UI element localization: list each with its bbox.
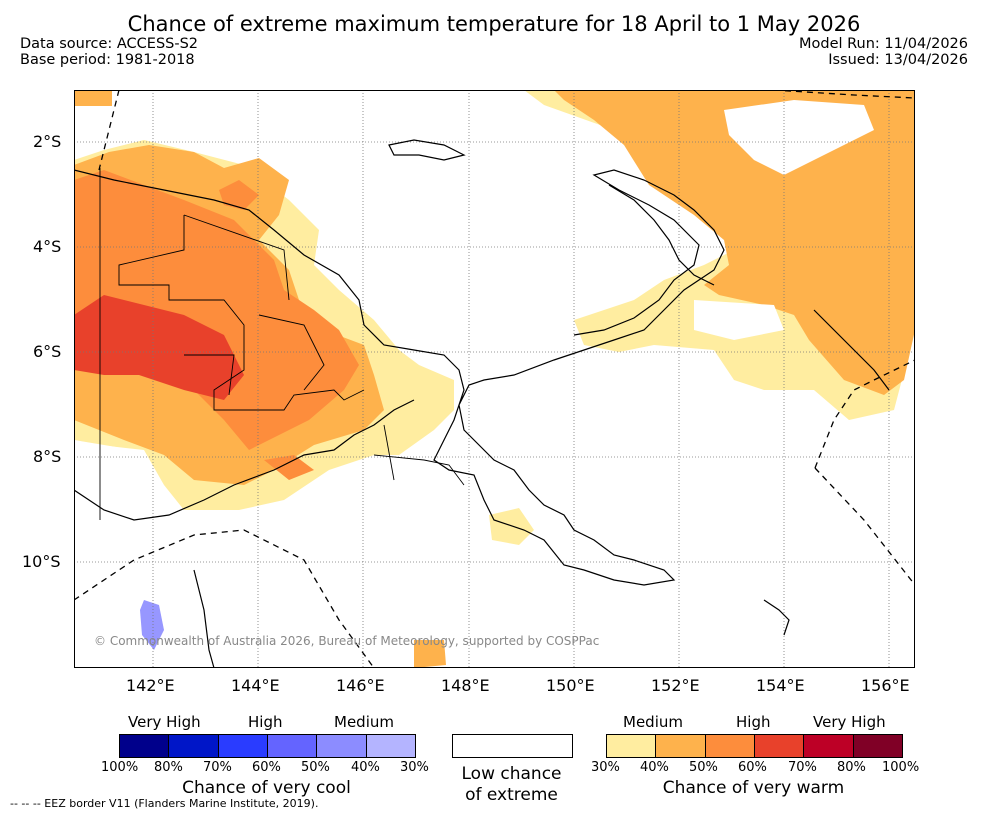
warm-pct-30: 30%: [591, 760, 620, 775]
warm-region-corner-high: [74, 90, 112, 106]
warm-swatch-1: [607, 735, 657, 757]
lon-label-146e: 146°E: [336, 676, 385, 695]
low-chance-east: [694, 300, 784, 340]
cool-header-very-high: Very High: [128, 713, 201, 731]
cool-pct-30: 30%: [400, 760, 429, 775]
cool-swatch-2: [169, 735, 219, 757]
cool-swatch-1: [120, 735, 170, 757]
low-chance-swatch: [452, 734, 573, 758]
cool-swatch-3: [218, 735, 268, 757]
cool-pct-100: 100%: [101, 760, 139, 775]
low-chance-caption-line2: of extreme: [465, 785, 558, 805]
cool-swatch-5: [317, 735, 367, 757]
issued-text: Issued: 13/04/2026: [828, 52, 968, 68]
warm-header-medium: Medium: [623, 713, 683, 731]
cool-pct-60: 60%: [252, 760, 281, 775]
higher-warm-regions: [74, 170, 359, 480]
model-run-text: Model Run: 11/04/2026: [798, 36, 968, 52]
warm-swatch-3: [705, 735, 755, 757]
cool-swatch-4: [267, 735, 318, 757]
warm-pct-100: 100%: [882, 760, 920, 775]
warm-colorbar: [606, 734, 903, 758]
cool-swatch-6: [366, 735, 415, 757]
warm-pct-50: 50%: [689, 760, 718, 775]
warm-swatch-2: [656, 735, 706, 757]
warm-caption: Chance of very warm: [662, 778, 845, 798]
cool-header-high: High: [248, 713, 283, 731]
forecast-map[interactable]: © Commonwealth of Australia 2026, Bureau…: [74, 90, 915, 668]
map-canvas: © Commonwealth of Australia 2026, Bureau…: [74, 90, 915, 668]
warm-swatch-4: [754, 735, 805, 757]
warm-region-south-higher: [264, 455, 314, 480]
very-high-warm-regions: [74, 295, 244, 400]
warm-pct-70: 70%: [788, 760, 817, 775]
lat-label-6s: 6°S: [33, 342, 62, 361]
map-title: Chance of extreme maximum temperature fo…: [127, 12, 861, 36]
cool-pct-80: 80%: [154, 760, 183, 775]
warm-region-very-high: [74, 295, 244, 400]
lon-label-150e: 150°E: [546, 676, 595, 695]
eez-note: -- -- -- EEZ border V11 (Flanders Marine…: [10, 797, 319, 810]
cool-pct-40: 40%: [351, 760, 380, 775]
warm-region-east-high: [554, 90, 915, 395]
warm-region-small-medium: [489, 508, 534, 545]
lon-label-152e: 152°E: [651, 676, 700, 695]
warm-header-very-high: Very High: [813, 713, 886, 731]
warm-header-high: High: [736, 713, 771, 731]
cool-caption: Chance of very cool: [182, 778, 351, 798]
copyright-notice: © Commonwealth of Australia 2026, Bureau…: [94, 634, 599, 648]
warm-region-blob-higher: [219, 180, 259, 210]
lon-label-154e: 154°E: [756, 676, 805, 695]
lat-label-8s: 8°S: [33, 447, 62, 466]
province-borders: [99, 168, 465, 520]
cool-region: [140, 600, 164, 650]
lat-label-4s: 4°S: [33, 237, 62, 256]
lon-label-156e: 156°E: [861, 676, 910, 695]
warm-region-west-higher: [74, 170, 359, 450]
cool-colorbar: [119, 734, 416, 758]
warm-pct-40: 40%: [640, 760, 669, 775]
data-source-text: Data source: ACCESS-S2: [20, 36, 199, 52]
lon-label-148e: 148°E: [441, 676, 490, 695]
lon-label-144e: 144°E: [231, 676, 280, 695]
base-period-text: Base period: 1981-2018: [20, 52, 195, 68]
cool-pct-50: 50%: [301, 760, 330, 775]
grid-lines: [74, 90, 915, 668]
cool-pct-70: 70%: [203, 760, 232, 775]
lon-label-142e: 142°E: [126, 676, 175, 695]
lat-label-10s: 10°S: [22, 552, 61, 571]
warm-region-south-high: [414, 640, 446, 668]
lat-label-2s: 2°S: [33, 132, 62, 151]
warm-pct-80: 80%: [837, 760, 866, 775]
low-chance-northeast: [724, 100, 874, 175]
low-chance-caption-line1: Low chance: [461, 764, 562, 784]
warm-pct-60: 60%: [738, 760, 767, 775]
cool-header-medium: Medium: [334, 713, 394, 731]
warm-swatch-6: [853, 735, 902, 757]
coastlines: [74, 139, 890, 668]
eez-borders: [74, 90, 915, 668]
warm-swatch-5: [804, 735, 854, 757]
